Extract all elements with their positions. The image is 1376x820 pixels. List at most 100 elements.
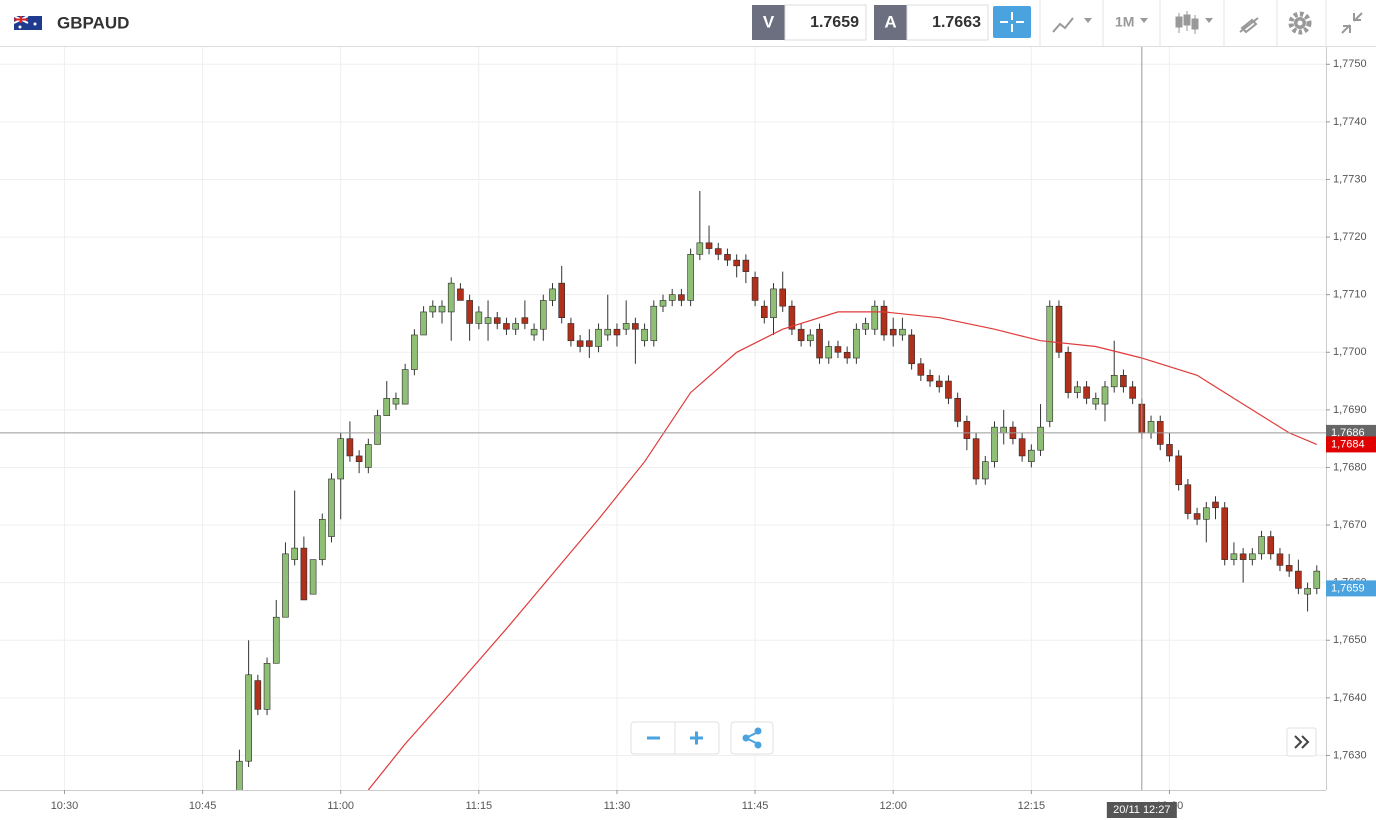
candle-body	[1110, 375, 1118, 388]
candle-body	[447, 282, 455, 313]
y-tick-label: 1,7700	[1333, 346, 1367, 358]
candle-body	[1083, 386, 1090, 399]
x-tick-label: 11:30	[604, 800, 631, 812]
candle-body	[493, 317, 501, 324]
y-tick-label: 1,7720	[1333, 231, 1367, 243]
y-tick-label: 1,7690	[1333, 404, 1367, 416]
candle-body	[1046, 305, 1054, 422]
x-tick-label: 12:00	[879, 800, 907, 812]
candle-body	[604, 328, 612, 336]
candle-body	[475, 311, 483, 324]
price-marker-label: 1,7659	[1331, 582, 1365, 594]
symbol: GBPAUD	[57, 13, 129, 32]
candle-body	[236, 760, 243, 790]
candle-body	[484, 317, 492, 324]
bid-tag	[752, 5, 785, 40]
candle-body	[696, 242, 704, 255]
candle-body	[1285, 565, 1293, 572]
flag-icon	[13, 15, 42, 30]
candle-body	[457, 288, 464, 301]
price-marker	[1326, 580, 1376, 597]
candle-body	[521, 317, 529, 324]
y-tick-label: 1,7750	[1333, 58, 1367, 70]
candle-body	[917, 363, 925, 376]
candle-body	[272, 616, 280, 664]
candle-body	[650, 305, 658, 342]
candle-body	[374, 415, 381, 445]
candle-body	[300, 547, 308, 601]
crosshair-x-label: 20/11 12:27	[1113, 804, 1170, 816]
candle-body	[567, 323, 575, 342]
price-marker	[1326, 436, 1376, 453]
candle-body	[595, 328, 602, 347]
candle-body	[411, 334, 418, 370]
candle-body	[263, 662, 271, 710]
candle-body	[825, 346, 833, 359]
timeframe[interactable]: 1M	[1115, 14, 1134, 30]
moving-average-line	[367, 311, 1318, 790]
candle-body	[365, 444, 372, 468]
bid-box[interactable]	[784, 4, 867, 41]
ask-price: 1.7663	[932, 14, 981, 31]
candle-body	[687, 254, 694, 301]
candle-body	[862, 323, 869, 330]
candle-body	[908, 334, 915, 365]
collapse-button[interactable]	[1341, 12, 1363, 34]
candle-body	[1166, 444, 1173, 457]
candle-body	[751, 277, 759, 301]
candle-body	[889, 328, 897, 336]
candle-body	[1120, 375, 1127, 388]
candle-body	[282, 553, 289, 618]
candle-body	[1184, 484, 1192, 514]
draw-button[interactable]	[1239, 17, 1259, 34]
candle-type-button[interactable]	[1175, 11, 1213, 34]
y-tick-label: 1,7670	[1333, 519, 1367, 531]
candle-body	[1230, 553, 1238, 560]
candle-body	[1249, 553, 1256, 560]
y-tick-label: 1,7680	[1333, 461, 1367, 473]
candle-body	[1074, 386, 1081, 393]
candle-body	[1258, 536, 1265, 555]
candle-body	[733, 259, 740, 267]
bid-price: 1.7659	[810, 14, 859, 31]
x-tick-label: 10:45	[189, 800, 217, 812]
ask-label: A	[884, 12, 896, 31]
x-tick-label: 11:15	[465, 800, 492, 812]
candle-body	[1175, 455, 1182, 486]
candle-body	[659, 300, 667, 307]
x-tick-label: 10:30	[51, 800, 79, 812]
candle-body	[512, 323, 519, 330]
candle-body	[613, 328, 621, 336]
candle-body	[337, 438, 345, 480]
zoom-in-button[interactable]	[690, 731, 703, 745]
candle-body	[254, 680, 262, 710]
candle-body	[429, 305, 437, 313]
x-tick-label: 11:45	[742, 800, 769, 812]
scroll-right-button[interactable]	[1286, 727, 1317, 757]
y-tick-label: 1,7710	[1333, 289, 1367, 301]
crosshair-x-tag	[1106, 802, 1177, 818]
candle-body	[714, 248, 722, 255]
share-button[interactable]	[730, 721, 774, 755]
candle-body	[558, 282, 566, 319]
candle-body	[1304, 588, 1311, 595]
crosshair-button[interactable]	[993, 6, 1031, 38]
candle-body	[1037, 426, 1044, 451]
candle-body	[245, 674, 252, 762]
candle-body	[843, 351, 851, 359]
grid	[0, 47, 1326, 790]
candle-body	[770, 288, 777, 319]
candle-body	[668, 294, 676, 301]
candle-body	[807, 334, 814, 342]
candle-body	[466, 300, 473, 324]
chart-type-button[interactable]	[1052, 17, 1092, 33]
candle-body	[438, 305, 446, 313]
candle-body	[705, 242, 713, 249]
ask-box[interactable]	[906, 4, 989, 41]
candle-body	[632, 323, 639, 330]
candle-body	[1064, 351, 1072, 393]
candle-body	[788, 305, 796, 330]
candle-body	[963, 421, 971, 439]
settings-button[interactable]	[1288, 11, 1312, 35]
candle-body	[724, 254, 731, 261]
